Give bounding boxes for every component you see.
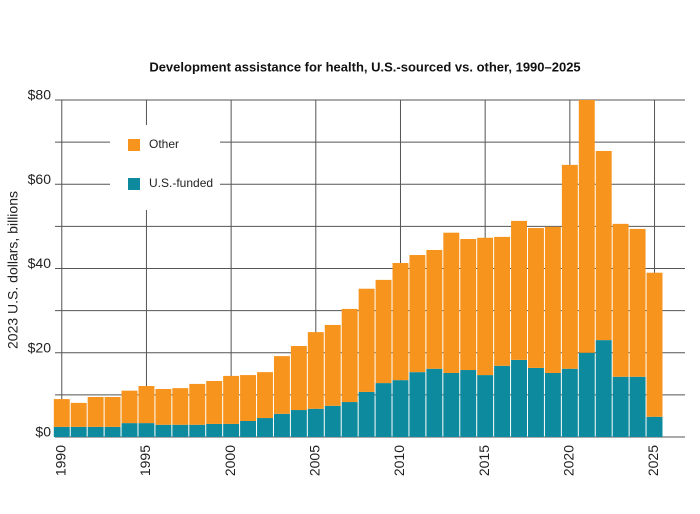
bar-segment [307,332,324,409]
chart-title: Development assistance for health, U.S.-… [149,59,580,74]
bar-segment [341,402,358,437]
bar-segment [612,223,629,377]
bar-segment [646,272,663,417]
bar-segment [375,279,392,384]
legend-swatch [128,178,140,190]
bar-segment [443,232,460,373]
bar-segment [629,376,646,437]
bar-segment [240,375,257,421]
bar-segment [426,249,443,369]
bar-segment [121,423,138,437]
bar-segment [341,308,358,403]
bar-segment [460,370,477,437]
bar-segment [273,356,290,414]
x-tick-label: 2015 [476,445,492,476]
bar-segment [358,288,375,392]
bar-segment [104,426,121,437]
y-tick-label: $20 [28,339,52,355]
bar-segment [612,376,629,437]
y-axis-label: 2023 U.S. dollars, billions [5,191,21,349]
bar-segment [70,402,87,427]
bar-segment [155,424,172,437]
legend-label: U.S.-funded [149,176,213,190]
bar-segment [443,372,460,437]
bar-segment [324,324,341,406]
bar-segment [494,236,511,366]
bar-segment [544,372,561,437]
bar-segment [223,423,240,437]
bar-segment [392,380,409,437]
bar-segment [646,416,663,437]
legend-label: Other [149,137,179,151]
x-tick-label: 1995 [137,445,153,476]
bar-segment [290,346,307,411]
bar-segment [206,380,223,424]
bar-segment [87,426,104,437]
x-tick-label: 2005 [307,445,323,476]
bar-segment [307,408,324,437]
y-tick-label: $60 [28,171,52,187]
bar-segment [528,367,544,437]
bar-segment [578,100,595,353]
bar-segment [477,237,494,376]
bar-segment [460,239,477,371]
bar-segment [138,423,155,437]
y-tick-label: $80 [28,87,52,103]
bar-segment [358,391,375,437]
bar-segment [544,226,561,373]
x-tick-label: 1990 [52,445,68,476]
bar-segment [104,396,121,427]
bar-segment [375,383,392,437]
bar-segment [172,388,189,425]
bar-segment [528,228,544,368]
bar-segment [87,396,104,427]
x-tick-label: 2010 [391,445,407,476]
x-tick-label: 2020 [561,445,577,476]
bar-segment [206,423,223,437]
bar-segment [121,390,138,424]
bar-segment [578,352,595,437]
bar-segment [223,375,240,424]
bar-segment [189,424,206,437]
y-tick-label: $40 [28,255,52,271]
bar-segment [189,383,206,425]
y-tick-label: $0 [35,424,51,440]
bar-segment [561,164,578,369]
bar-segment [561,368,578,437]
bar-segment [240,420,257,437]
bar-segment [511,359,527,437]
bar-segment [494,365,511,437]
bar-segment [70,426,87,437]
bar-segment [172,424,189,437]
bar-segment [511,220,527,360]
bar-segment [426,368,443,437]
bar-segment [53,399,70,427]
bar-segment [409,372,426,437]
bar-segment [273,413,290,437]
bar-segment [324,405,341,437]
bar-segment [155,388,172,425]
bar-segment [595,340,612,437]
bar-segment [138,386,155,424]
bar-segment [392,263,409,381]
x-tick-label: 2025 [645,445,661,476]
bar-segment [290,410,307,437]
x-tick-label: 2000 [222,445,238,476]
bar-segment [595,150,612,341]
bar-segment [477,375,494,437]
bar-segment [409,255,426,373]
bar-segment [257,372,273,419]
bar-segment [257,418,273,437]
legend-swatch [128,139,140,151]
bar-segment [53,426,70,437]
bar-segment [629,228,646,377]
